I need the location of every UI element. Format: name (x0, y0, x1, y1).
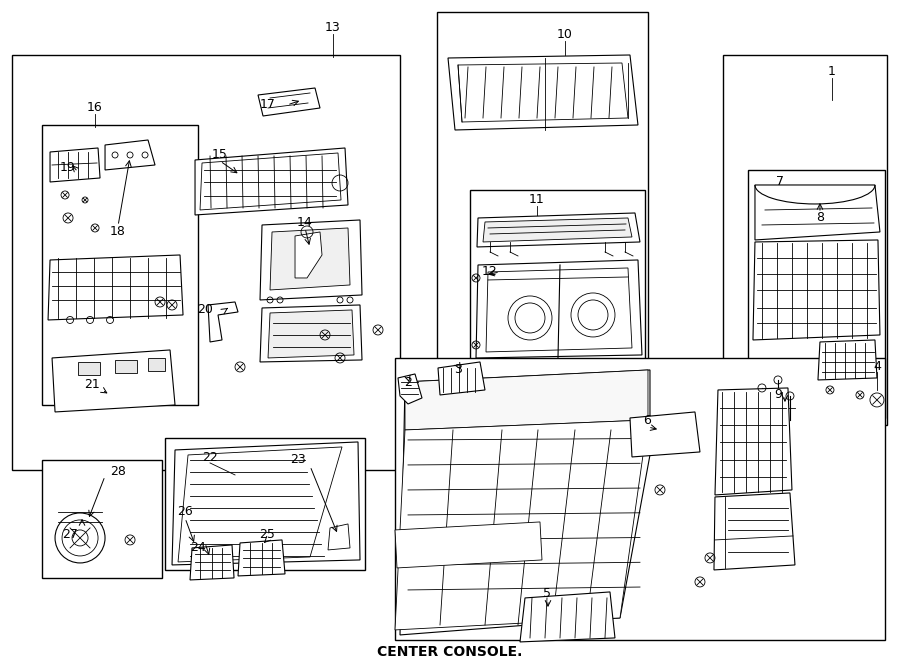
Polygon shape (395, 522, 542, 568)
Text: 11: 11 (529, 194, 544, 206)
Text: 10: 10 (557, 28, 573, 42)
Polygon shape (405, 370, 648, 430)
Polygon shape (630, 412, 700, 457)
Polygon shape (105, 140, 155, 170)
Polygon shape (715, 388, 792, 495)
Text: 4: 4 (873, 360, 881, 373)
Polygon shape (238, 540, 285, 576)
FancyBboxPatch shape (78, 362, 100, 375)
Polygon shape (714, 493, 795, 570)
FancyBboxPatch shape (723, 55, 887, 425)
Polygon shape (48, 255, 183, 320)
Polygon shape (448, 55, 638, 130)
Polygon shape (178, 447, 342, 562)
Polygon shape (753, 240, 880, 340)
Text: 7: 7 (776, 175, 784, 188)
Text: 28: 28 (110, 465, 126, 479)
Text: 18: 18 (110, 225, 126, 239)
FancyBboxPatch shape (470, 190, 645, 362)
Polygon shape (268, 310, 354, 358)
Polygon shape (818, 340, 877, 380)
Polygon shape (398, 374, 422, 404)
Text: CENTER CONSOLE.: CENTER CONSOLE. (377, 645, 523, 659)
Polygon shape (208, 302, 238, 342)
Text: 26: 26 (177, 506, 193, 518)
FancyBboxPatch shape (148, 358, 165, 371)
Text: 21: 21 (85, 379, 100, 391)
FancyBboxPatch shape (115, 360, 137, 373)
Text: 16: 16 (87, 102, 103, 114)
Text: 19: 19 (60, 161, 76, 175)
Text: 13: 13 (325, 22, 341, 34)
FancyBboxPatch shape (12, 55, 400, 470)
Text: 17: 17 (260, 98, 276, 112)
Text: 3: 3 (454, 364, 462, 377)
Text: 23: 23 (290, 453, 306, 467)
FancyBboxPatch shape (42, 460, 162, 578)
Polygon shape (458, 63, 628, 122)
FancyBboxPatch shape (42, 125, 198, 405)
Text: 9: 9 (774, 389, 782, 401)
Polygon shape (172, 442, 360, 565)
Polygon shape (190, 545, 234, 580)
Polygon shape (260, 305, 362, 362)
Polygon shape (260, 220, 362, 300)
FancyBboxPatch shape (395, 358, 885, 640)
FancyBboxPatch shape (165, 438, 365, 570)
FancyBboxPatch shape (437, 12, 648, 365)
Text: 14: 14 (297, 216, 313, 229)
Polygon shape (755, 185, 880, 240)
Text: 2: 2 (404, 377, 412, 389)
Text: 20: 20 (197, 303, 213, 317)
Polygon shape (200, 153, 341, 210)
Polygon shape (328, 524, 350, 550)
Polygon shape (476, 260, 642, 358)
Polygon shape (258, 88, 320, 116)
Text: 27: 27 (62, 528, 78, 541)
FancyBboxPatch shape (748, 170, 885, 418)
Polygon shape (438, 362, 485, 395)
Text: 8: 8 (816, 212, 824, 225)
Text: 1: 1 (828, 65, 836, 79)
Text: 15: 15 (212, 149, 228, 161)
Polygon shape (52, 350, 175, 412)
Polygon shape (483, 218, 632, 242)
Polygon shape (477, 213, 640, 247)
Polygon shape (270, 228, 350, 290)
Text: 12: 12 (482, 266, 498, 278)
Polygon shape (486, 268, 632, 352)
Polygon shape (520, 592, 615, 642)
Text: 24: 24 (190, 541, 206, 555)
Text: 5: 5 (543, 588, 551, 600)
Polygon shape (195, 148, 348, 215)
Polygon shape (295, 232, 322, 278)
Text: 6: 6 (643, 414, 651, 428)
Text: 25: 25 (259, 528, 275, 541)
Text: 22: 22 (202, 451, 218, 465)
Polygon shape (50, 148, 100, 182)
Polygon shape (395, 420, 648, 630)
Polygon shape (400, 370, 650, 635)
